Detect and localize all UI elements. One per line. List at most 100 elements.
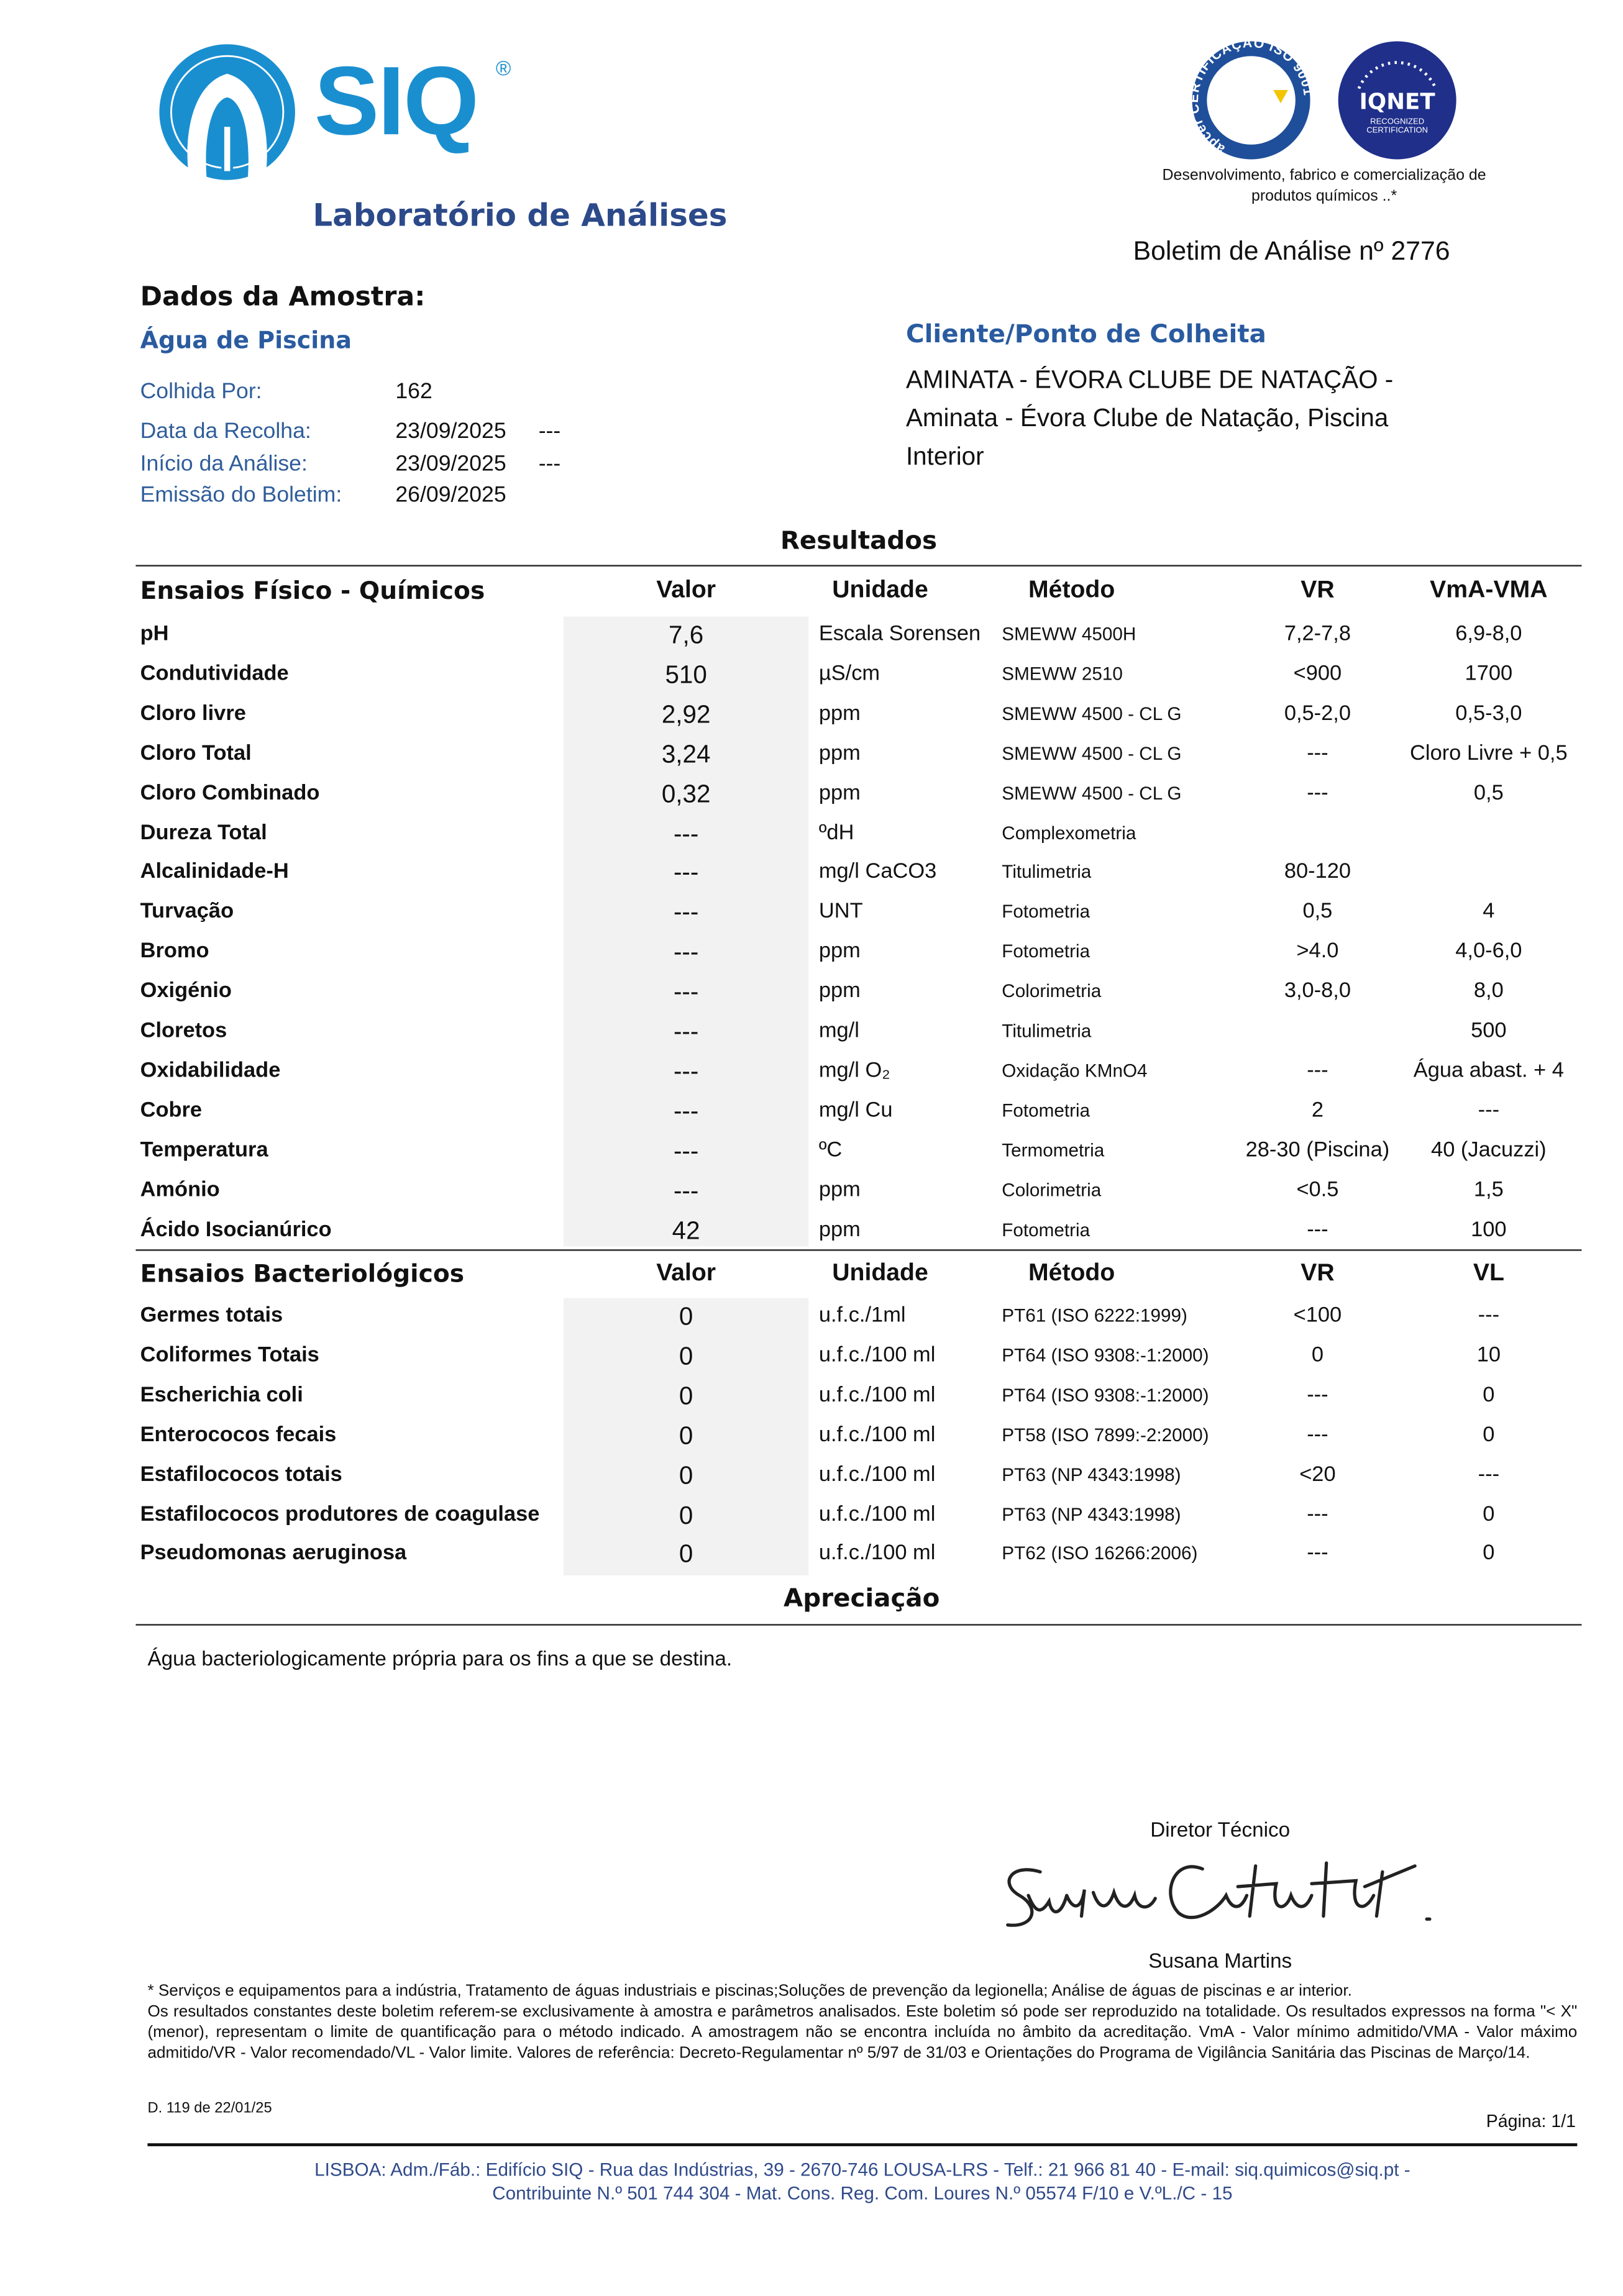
bulletin-number: 2776 [1391, 235, 1450, 266]
test-vr: --- [1307, 1383, 1328, 1407]
sample-field-value: 23/09/2025 [395, 419, 506, 444]
test-method: PT63 (NP 4343:1998) [1002, 1464, 1181, 1485]
test-limit: --- [1478, 1462, 1500, 1487]
test-value: --- [673, 1136, 699, 1165]
divider [135, 1624, 1582, 1626]
footnotes: * Serviços e equipamentos para a indústr… [147, 1981, 1577, 2064]
results-title: Resultados [780, 526, 938, 557]
test-unit: u.f.c./100 ml [818, 1383, 936, 1407]
bulletin-label: Boletim de Análise nº [1133, 235, 1384, 266]
table-row: Cloretos --- mg/l Titulimetria 500 [0, 1012, 1623, 1052]
table-row: Amónio --- ppm Colorimetria <0.5 1,5 [0, 1170, 1623, 1210]
client-info: AMINATA - ÉVORA CLUBE DE NATAÇÃO - Amina… [906, 362, 1393, 476]
test-method: PT62 (ISO 16266:2006) [1002, 1543, 1198, 1564]
cert-scope: Desenvolvimento, fabrico e comercializaç… [1122, 166, 1527, 206]
client-line: Interior [905, 442, 984, 471]
test-limit: 0 [1483, 1383, 1495, 1407]
test-value: 0 [679, 1421, 693, 1450]
page-number: Página: 1/1 [1486, 2110, 1576, 2132]
test-vr: 0,5-2,0 [1284, 701, 1351, 726]
test-value: 0 [679, 1461, 693, 1490]
test-value: 0 [679, 1302, 693, 1331]
test-value: 510 [665, 660, 707, 689]
test-vr: --- [1307, 1502, 1328, 1526]
limit-header: VL [1473, 1259, 1504, 1287]
svg-text:RECOGNIZED: RECOGNIZED [1370, 116, 1424, 125]
test-method: Fotometria [1002, 941, 1090, 962]
test-name: Coliformes Totais [140, 1343, 319, 1367]
test-unit: ºC [818, 1138, 843, 1162]
test-name: Estafilococos totais [140, 1462, 342, 1487]
test-unit: u.f.c./100 ml [818, 1343, 936, 1367]
table-row: Cobre --- mg/l Cu Fotometria 2 --- [0, 1091, 1623, 1131]
client-line: AMINATA - ÉVORA CLUBE DE NATAÇÃO - [905, 365, 1394, 394]
test-unit: u.f.c./100 ml [818, 1542, 936, 1566]
test-vr: --- [1307, 1423, 1328, 1447]
test-limit: 1700 [1465, 662, 1513, 686]
test-value: 3,24 [661, 740, 711, 768]
test-method: Colorimetria [1002, 981, 1102, 1002]
disclaimer-footnote: Os resultados constantes deste boletim r… [147, 2003, 1578, 2062]
test-unit: Escala Sorensen [818, 622, 981, 647]
limit-header: VmA-VMA [1430, 576, 1548, 604]
bulletin-title: Boletim de Análise nº 2776 [1133, 236, 1450, 267]
test-vr: 2 [1311, 1098, 1324, 1123]
test-vr: --- [1307, 1542, 1328, 1566]
footer-registration: Contribuinte N.º 501 744 304 - Mat. Cons… [492, 2183, 1233, 2204]
test-method: PT63 (NP 4343:1998) [1002, 1503, 1181, 1525]
test-name: Germes totais [140, 1304, 283, 1328]
test-name: Enterococos fecais [140, 1423, 337, 1447]
test-unit: mg/l CaCO3 [818, 860, 937, 885]
cert-scope-line1: Desenvolvimento, fabrico e comercializaç… [1162, 166, 1486, 184]
test-name: Oxigénio [140, 979, 232, 1003]
test-limit: --- [1478, 1098, 1500, 1123]
test-value: 7,6 [669, 621, 704, 649]
document-reference: D. 119 de 22/01/25 [147, 2100, 272, 2117]
unidade-header: Unidade [832, 1259, 928, 1287]
metodo-header: Método [1028, 576, 1115, 604]
sample-field-label: Emissão do Boletim: [140, 482, 342, 508]
table-row: Turvação --- UNT Fotometria 0,5 4 [0, 893, 1623, 932]
test-vr: 0 [1311, 1343, 1324, 1367]
vr-header: VR [1301, 576, 1335, 604]
divider [135, 1249, 1582, 1251]
test-method: Fotometria [1002, 1219, 1090, 1240]
test-vr: <100 [1293, 1304, 1342, 1328]
sample-field-label: Data da Recolha: [140, 419, 311, 444]
footer-address: LISBOA: Adm./Fáb.: Edifício SIQ - Rua da… [314, 2159, 1410, 2180]
table-row: Oxidabilidade --- mg/l O₂ Oxidação KMnO4 ---… [0, 1052, 1623, 1091]
table-row: Escherichia coli 0 u.f.c./100 ml PT64 (ISO … [0, 1376, 1623, 1416]
test-value: --- [673, 819, 699, 848]
test-unit: u.f.c./1ml [818, 1304, 906, 1328]
test-vr: --- [1307, 1218, 1328, 1242]
table-row: Estafilococos totais 0 u.f.c./100 ml PT63 (… [0, 1456, 1623, 1495]
test-method: Titulimetria [1002, 862, 1092, 883]
table-row: Estafilococos produtores de coagulase 0 u.… [0, 1495, 1623, 1535]
test-name: Dureza Total [140, 821, 267, 845]
test-unit: ppm [818, 940, 861, 964]
test-unit: ppm [818, 1218, 861, 1242]
sample-field-extra: --- [538, 451, 561, 476]
test-limit: 4 [1483, 900, 1495, 924]
test-method: PT64 (ISO 9308:-1:2000) [1002, 1345, 1209, 1366]
test-value: --- [673, 898, 699, 927]
test-method: Termometria [1002, 1139, 1105, 1160]
unidade-header: Unidade [832, 576, 928, 604]
test-limit: 6,9-8,0 [1455, 622, 1522, 647]
test-vr: 3,0-8,0 [1284, 979, 1351, 1003]
table-row: Oxigénio --- ppm Colorimetria 3,0-8,0 8,0 [0, 972, 1623, 1012]
test-unit: ºdH [818, 821, 854, 845]
test-limit: 0,5 [1473, 781, 1504, 805]
test-unit: ppm [818, 1178, 861, 1202]
test-vr: --- [1307, 781, 1328, 805]
client-title: Cliente/Ponto de Colheita [905, 320, 1266, 350]
sample-section-title: Dados da Amostra: [140, 281, 426, 313]
sample-field-label: Colhida Por: [140, 379, 262, 404]
table-row: Alcalinidade-H --- mg/l CaCO3 Titulimetria 8… [0, 853, 1623, 893]
test-vr: <0.5 [1296, 1178, 1339, 1202]
test-method: Fotometria [1002, 1100, 1090, 1121]
test-value: 0 [679, 1382, 693, 1410]
signatory-role: Diretor Técnico [1150, 1817, 1291, 1841]
test-name: Temperatura [140, 1138, 268, 1162]
test-name: Cobre [140, 1098, 203, 1123]
